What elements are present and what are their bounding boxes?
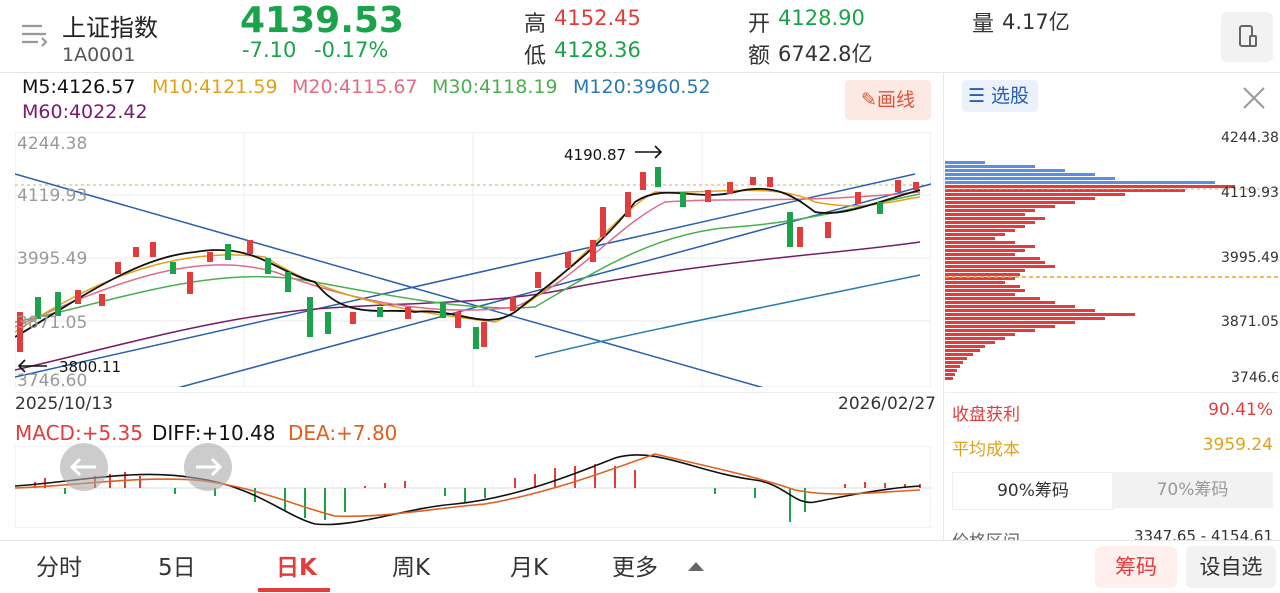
add-favorite-button[interactable]: 设自选 bbox=[1186, 546, 1276, 588]
open-value: 4128.90 bbox=[778, 6, 865, 30]
ma10-line bbox=[15, 189, 921, 333]
y-label: 3871.05 bbox=[17, 313, 87, 333]
price-range-value: 3347.65 - 4154.61 bbox=[1133, 527, 1273, 541]
device-switch-button[interactable] bbox=[1221, 12, 1273, 62]
chip-button[interactable]: 筹码 bbox=[1095, 546, 1177, 588]
avg-cost-value: 3959.24 bbox=[1202, 435, 1273, 455]
y-label: 4244.38 bbox=[17, 134, 87, 154]
current-price: 4139.53 bbox=[240, 0, 404, 41]
diff-value: DIFF:+10.48 bbox=[152, 421, 276, 445]
kline-chart[interactable]: 4244.38 4119.93 3995.49 3871.05 3746.60 … bbox=[15, 132, 931, 387]
active-tab-indicator bbox=[258, 588, 330, 592]
amount-label: 额 bbox=[748, 44, 771, 69]
scroll-left-button[interactable] bbox=[60, 443, 108, 491]
low-label: 低 bbox=[524, 44, 547, 69]
phone-icon bbox=[1239, 25, 1257, 47]
ma5-value: M5:4126.57 bbox=[22, 76, 136, 98]
tab-weekly-k[interactable]: 周K bbox=[392, 555, 431, 581]
trend-line bbox=[15, 173, 916, 378]
arrow-right-icon bbox=[196, 457, 223, 477]
stock-picker-button[interactable]: ☰ 选股 bbox=[962, 80, 1038, 112]
y-label: 3746.60 bbox=[17, 371, 87, 387]
macd-chart[interactable] bbox=[15, 446, 931, 528]
page-title: 上证指数 bbox=[62, 14, 158, 42]
tab-monthly-k[interactable]: 月K bbox=[510, 555, 549, 581]
ma60-value: M60:4022.42 bbox=[22, 101, 148, 123]
chip-y-label: 4119.93 bbox=[1221, 185, 1278, 201]
ma10-value: M10:4121.59 bbox=[152, 76, 278, 98]
y-label: 4119.93 bbox=[17, 186, 87, 206]
index-code: 1A0001 bbox=[62, 44, 136, 66]
profit-label: 收盘获利 bbox=[952, 405, 1020, 425]
profit-value: 90.41% bbox=[1208, 400, 1273, 420]
price-change: -7.10 bbox=[242, 38, 297, 62]
volume-label: 量 bbox=[972, 12, 995, 37]
scroll-right-button[interactable] bbox=[184, 443, 232, 491]
start-date: 2025/10/13 bbox=[15, 394, 113, 414]
end-date: 2026/02/27 bbox=[838, 394, 936, 414]
tab-70-chip[interactable]: 70%筹码 bbox=[1112, 472, 1273, 508]
triangle-up-icon[interactable] bbox=[688, 562, 704, 571]
macd-value: MACD:+5.35 bbox=[15, 421, 143, 445]
close-button[interactable] bbox=[1240, 84, 1268, 112]
price-change-pct: -0.17% bbox=[314, 38, 389, 62]
low-value: 4128.36 bbox=[554, 38, 641, 62]
tab-90-chip[interactable]: 90%筹码 bbox=[952, 472, 1114, 510]
high-label: 高 bbox=[524, 12, 547, 37]
draw-line-button[interactable]: ✎画线 bbox=[845, 80, 931, 120]
menu-icon[interactable] bbox=[20, 22, 48, 50]
arrow-right-icon bbox=[635, 145, 663, 159]
trend-line bbox=[15, 173, 764, 387]
list-icon: ☰ bbox=[968, 85, 986, 107]
pencil-icon: ✎ bbox=[861, 89, 877, 111]
min-price-label: 3800.11 bbox=[59, 358, 121, 376]
arrow-left-icon bbox=[69, 457, 96, 477]
amount-value: 6742.8亿 bbox=[778, 42, 873, 66]
ma5-line bbox=[15, 187, 921, 338]
tab-more[interactable]: 更多 bbox=[612, 555, 658, 581]
tab-intraday[interactable]: 分时 bbox=[36, 555, 82, 581]
chip-y-label: 4244.38 bbox=[1221, 130, 1278, 146]
tab-daily-k[interactable]: 日K bbox=[276, 555, 317, 581]
ma30-value: M30:4118.19 bbox=[432, 76, 558, 98]
chip-y-label: 3871.05 bbox=[1221, 314, 1278, 330]
y-label: 3995.49 bbox=[17, 249, 87, 269]
ma120-value: M120:3960.52 bbox=[573, 76, 711, 98]
candle-group bbox=[17, 167, 919, 352]
volume-value: 4.17亿 bbox=[1002, 10, 1070, 34]
ma20-value: M20:4115.67 bbox=[292, 76, 418, 98]
chip-y-label: 3995.49 bbox=[1221, 250, 1278, 266]
price-range-label: 价格区间 bbox=[952, 527, 1020, 541]
chip-distribution-chart: 4244.38 4119.93 3995.49 3871.05 3746.6 bbox=[945, 130, 1278, 386]
tab-5day[interactable]: 5日 bbox=[158, 555, 196, 581]
high-value: 4152.45 bbox=[554, 6, 641, 30]
chip-y-label: 3746.6 bbox=[1231, 370, 1278, 386]
dea-value: DEA:+7.80 bbox=[288, 421, 398, 445]
max-price-label: 4190.87 bbox=[564, 146, 626, 164]
ma120-line bbox=[534, 274, 921, 358]
close-icon bbox=[1243, 87, 1265, 109]
avg-cost-label: 平均成本 bbox=[952, 440, 1020, 460]
arrow-left-icon bbox=[17, 359, 47, 373]
open-label: 开 bbox=[748, 12, 771, 37]
